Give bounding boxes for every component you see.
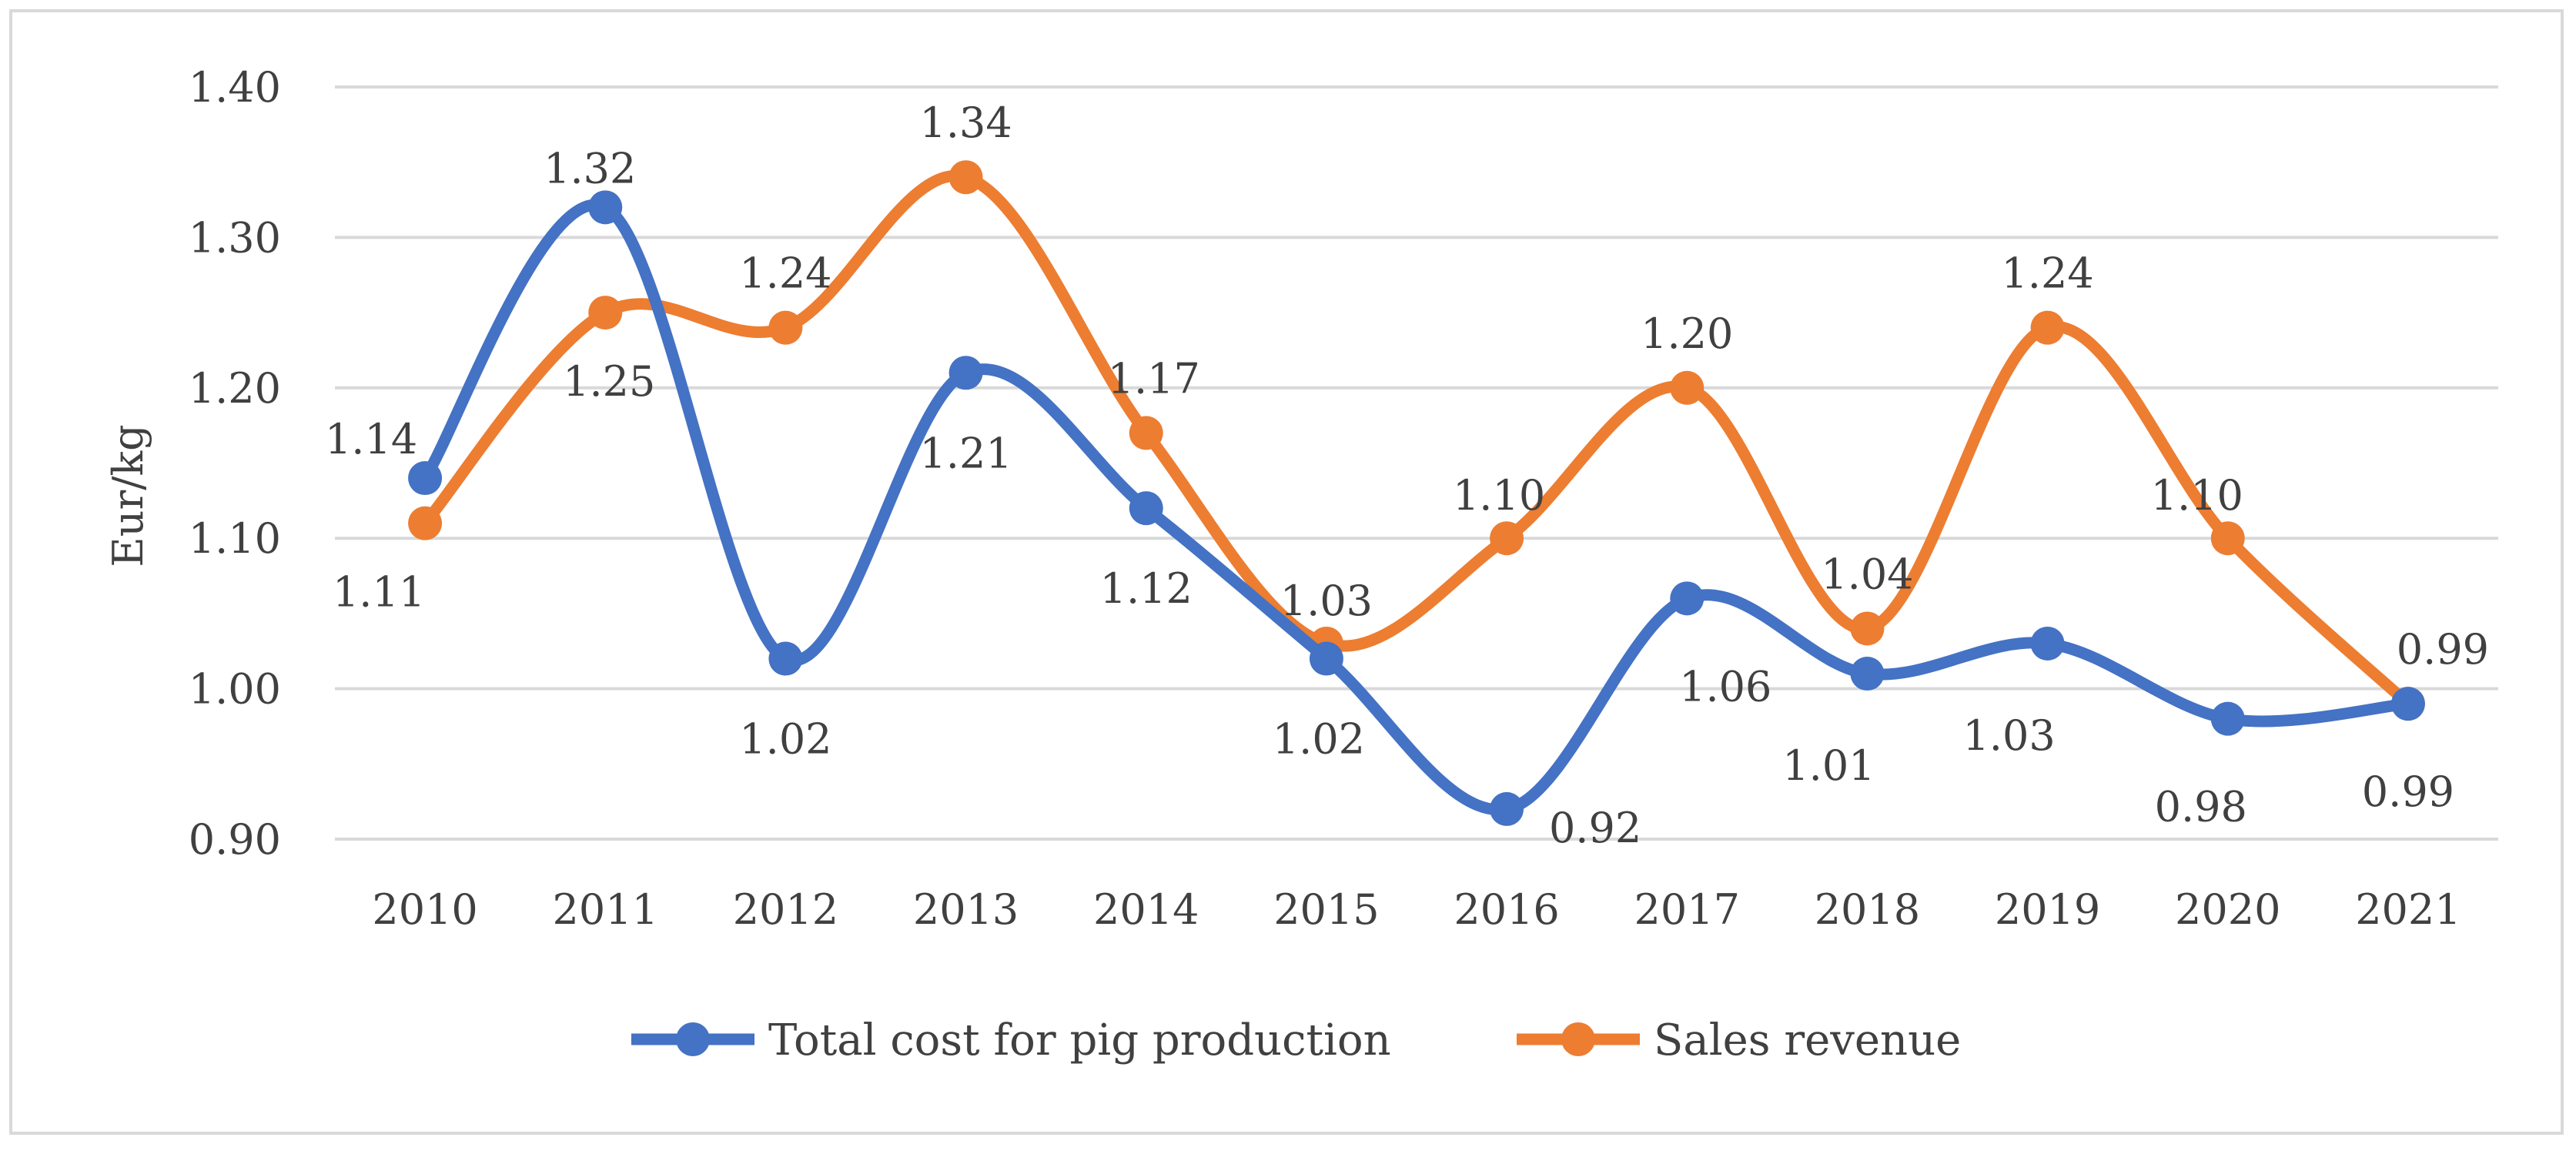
legend: Total cost for pig production Sales reven… [631, 1015, 1961, 1065]
x-tick-label: 2011 [553, 885, 658, 934]
y-tick-label: 1.30 [189, 213, 281, 262]
data-point [408, 461, 443, 496]
x-tick-label: 2010 [372, 885, 477, 934]
data-point [408, 506, 443, 540]
legend-label: Sales revenue [1654, 1015, 1961, 1065]
data-point [2390, 687, 2425, 721]
x-tick-label: 2021 [2355, 885, 2461, 934]
series-line [419, 169, 2414, 710]
data-point [1490, 521, 1524, 556]
series-1 [408, 160, 2425, 721]
x-tick-label: 2015 [1273, 885, 1379, 934]
legend-item-1: Sales revenue [1517, 1015, 1961, 1065]
data-label: 1.02 [739, 715, 831, 764]
data-point [1670, 370, 1705, 405]
gridlines [335, 85, 2498, 841]
y-axis-tick-labels: 0.90 1.00 1.10 1.20 1.30 1.40 [189, 63, 281, 864]
x-tick-label: 2014 [1093, 885, 1199, 934]
data-label: 1.17 [1108, 354, 1200, 403]
legend-item-0: Total cost for pig production [631, 1015, 1391, 1065]
x-tick-label: 2017 [1634, 885, 1740, 934]
data-point [948, 160, 983, 195]
data-point [2210, 521, 2245, 556]
data-label: 1.11 [333, 568, 425, 617]
x-axis-tick-labels: 2010 2011 2012 2013 2014 2015 2016 2017 2018 2019… [372, 885, 2461, 934]
data-point [768, 310, 803, 345]
data-label: 1.20 [1641, 309, 1733, 358]
data-point [1850, 657, 1885, 691]
data-point [1850, 611, 1885, 646]
data-label: 1.32 [544, 144, 636, 192]
data-label: 1.24 [2001, 249, 2093, 298]
data-label: 1.02 [1273, 715, 1365, 764]
y-tick-label: 1.00 [189, 665, 281, 714]
data-label: 1.06 [1679, 662, 1771, 711]
data-label: 0.98 [2155, 783, 2247, 831]
x-tick-label: 2013 [913, 885, 1019, 934]
data-label: 1.21 [919, 429, 1012, 477]
y-tick-label: 1.40 [189, 63, 281, 112]
y-tick-label: 1.20 [189, 364, 281, 413]
data-labels: 1.14 1.32 1.02 1.21 1.12 1.02 0.92 1.061.01 1.03… [325, 99, 2489, 852]
data-point [2030, 626, 2065, 661]
data-label: 1.12 [1100, 564, 1193, 613]
y-axis-label: Eur/kg [104, 424, 152, 567]
data-label: 1.03 [1280, 577, 1373, 625]
data-point [1490, 791, 1524, 826]
x-tick-label: 2020 [2175, 885, 2280, 934]
data-label: 1.10 [1453, 471, 1545, 520]
data-label: 0.92 [1549, 804, 1641, 852]
y-tick-label: 0.90 [189, 815, 281, 864]
data-point [1670, 581, 1705, 616]
data-label: 1.10 [2151, 471, 2243, 520]
data-point [1129, 416, 1163, 450]
data-label: 1.01 [1782, 741, 1875, 790]
series-0 [408, 190, 2425, 826]
data-label: 0.99 [2397, 625, 2489, 674]
data-point [768, 641, 803, 676]
data-point [2030, 310, 2065, 345]
x-tick-label: 2018 [1815, 885, 1920, 934]
data-label: 1.04 [1821, 550, 1913, 598]
x-tick-label: 2016 [1454, 885, 1559, 934]
x-tick-label: 2012 [733, 885, 838, 934]
data-label: 0.99 [2362, 768, 2454, 816]
data-label: 1.25 [563, 357, 655, 406]
data-point [1309, 641, 1343, 676]
data-point [948, 356, 983, 390]
data-point [588, 296, 623, 330]
legend-swatch-marker [1561, 1022, 1595, 1056]
series-group [408, 160, 2425, 826]
data-point [1129, 491, 1163, 526]
chart-frame [9, 9, 2564, 1135]
series-line [419, 199, 2414, 816]
y-tick-label: 1.10 [189, 514, 281, 563]
legend-swatch-marker [676, 1022, 710, 1056]
data-label: 1.14 [325, 415, 417, 463]
data-point [2210, 701, 2245, 736]
legend-label: Total cost for pig production [768, 1015, 1391, 1065]
data-label: 1.03 [1962, 711, 2055, 760]
data-label: 1.24 [739, 249, 831, 298]
data-point [588, 190, 623, 225]
x-tick-label: 2019 [1995, 885, 2100, 934]
data-label: 1.34 [919, 99, 1012, 147]
